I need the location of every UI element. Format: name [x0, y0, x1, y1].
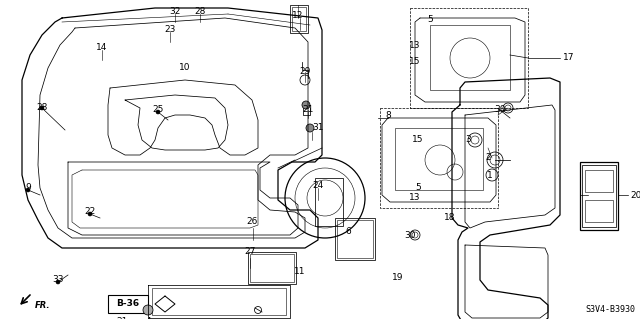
Text: 24: 24: [312, 181, 324, 189]
Circle shape: [306, 124, 314, 132]
Text: 33: 33: [52, 276, 64, 285]
Bar: [315, 178, 343, 226]
Circle shape: [26, 188, 30, 192]
Text: 3: 3: [465, 136, 471, 145]
Bar: [380, 108, 498, 208]
Text: 31: 31: [312, 123, 324, 132]
Text: 27: 27: [244, 248, 256, 256]
Text: 15: 15: [409, 57, 420, 66]
Bar: [335, 218, 375, 260]
Text: 30: 30: [404, 231, 416, 240]
Text: 22: 22: [84, 207, 95, 217]
Text: 15: 15: [412, 136, 424, 145]
Circle shape: [156, 110, 160, 114]
Bar: [585, 200, 613, 222]
Text: 17: 17: [563, 54, 575, 63]
Text: 4: 4: [145, 317, 151, 319]
Bar: [337, 220, 373, 258]
Text: 30: 30: [494, 106, 506, 115]
Text: 5: 5: [415, 183, 421, 192]
Text: 19: 19: [392, 273, 404, 283]
Text: 11: 11: [294, 268, 306, 277]
Text: 20: 20: [630, 190, 640, 199]
Text: 6: 6: [345, 227, 351, 236]
Text: FR.: FR.: [35, 300, 51, 309]
Text: 9: 9: [25, 183, 31, 192]
Text: S3V4-B3930: S3V4-B3930: [585, 305, 635, 314]
Circle shape: [143, 305, 153, 315]
Bar: [580, 162, 618, 230]
Text: 32: 32: [170, 8, 180, 17]
Text: 13: 13: [409, 194, 420, 203]
Circle shape: [302, 101, 310, 109]
Text: 25: 25: [152, 106, 164, 115]
Bar: [410, 8, 528, 108]
Text: 2: 2: [485, 153, 491, 162]
Text: 23: 23: [164, 26, 176, 34]
Circle shape: [56, 280, 60, 284]
Text: 12: 12: [292, 11, 304, 19]
Text: 10: 10: [179, 63, 191, 72]
Text: 21: 21: [116, 317, 128, 319]
Text: 14: 14: [96, 43, 108, 53]
Circle shape: [40, 106, 44, 110]
Bar: [250, 254, 294, 282]
Text: 8: 8: [385, 110, 391, 120]
Text: 21: 21: [302, 106, 314, 115]
Circle shape: [88, 212, 92, 216]
Text: 28: 28: [195, 8, 205, 17]
Text: 1: 1: [487, 170, 493, 180]
Text: 18: 18: [444, 213, 456, 222]
Bar: [582, 165, 616, 227]
Bar: [248, 252, 296, 284]
Bar: [292, 7, 306, 31]
Bar: [430, 25, 510, 90]
Bar: [152, 288, 286, 315]
Text: B-36: B-36: [116, 300, 140, 308]
Bar: [108, 295, 148, 313]
Bar: [585, 170, 613, 192]
Text: 13: 13: [409, 41, 420, 49]
Bar: [395, 128, 483, 190]
Text: 5: 5: [427, 16, 433, 25]
Bar: [290, 5, 308, 33]
Text: 28: 28: [36, 103, 48, 113]
Text: 29: 29: [300, 68, 310, 77]
Text: 26: 26: [246, 218, 258, 226]
